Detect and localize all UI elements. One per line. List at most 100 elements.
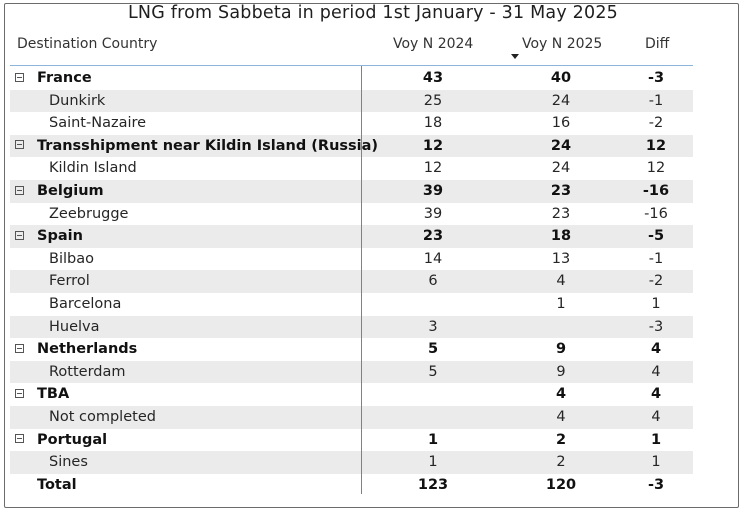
value-voy-2024: 3 — [428, 318, 438, 335]
collapse-icon[interactable] — [15, 185, 24, 195]
value-voy-2025: 4 — [555, 386, 567, 403]
value-voy-2025: 4 — [556, 273, 566, 290]
value-diff: -16 — [642, 183, 670, 199]
value-voy-2024: 12 — [423, 160, 443, 177]
row-label: Not completed — [49, 409, 156, 425]
value-diff: -3 — [647, 70, 665, 86]
value-diff: -3 — [648, 318, 664, 335]
value-voy-2025: 24 — [551, 160, 571, 177]
group-row[interactable]: Netherlands 5 9 4 — [10, 338, 693, 361]
value-diff: -2 — [648, 273, 664, 290]
detail-row[interactable]: Rotterdam 5 9 4 — [10, 360, 693, 384]
row-label: Belgium — [37, 183, 104, 199]
value-voy-2025: 24 — [550, 137, 572, 154]
value-diff: 4 — [651, 363, 661, 380]
group-row[interactable]: Transshipment near Kildin Island (Russia… — [10, 134, 693, 158]
detail-row[interactable]: Kildin Island 12 24 12 — [10, 157, 693, 180]
value-voy-2024: 43 — [422, 70, 444, 86]
value-voy-2024: 25 — [423, 92, 443, 109]
value-voy-2024: 1 — [428, 454, 438, 471]
value-voy-2025: 16 — [551, 115, 571, 132]
collapse-icon[interactable] — [15, 343, 24, 353]
group-row[interactable]: France 43 40 -3 — [10, 67, 693, 90]
row-label: Kildin Island — [49, 160, 137, 177]
value-voy-2024: 6 — [428, 273, 438, 290]
value-diff: -16 — [644, 205, 668, 222]
collapse-icon[interactable] — [15, 434, 24, 444]
detail-row[interactable]: Dunkirk 25 24 -1 — [10, 89, 693, 113]
value-diff: 1 — [650, 431, 662, 448]
value-diff: -3 — [647, 476, 665, 493]
header-destination-country[interactable]: Destination Country — [17, 36, 158, 52]
value-diff: -1 — [648, 250, 664, 267]
value-diff: 12 — [646, 160, 666, 177]
value-voy-2025: 23 — [551, 205, 571, 222]
detail-row[interactable]: Ferrol 6 4 -2 — [10, 270, 693, 293]
header-divider — [10, 65, 693, 66]
detail-row[interactable]: Barcelona 1 1 — [10, 293, 693, 316]
value-voy-2025: 9 — [555, 341, 567, 358]
row-label: Huelva — [49, 318, 100, 335]
group-row[interactable]: TBA 4 4 — [10, 383, 693, 406]
value-diff: -5 — [647, 228, 665, 245]
detail-row[interactable]: Saint-Nazaire 18 16 -2 — [10, 112, 693, 135]
value-voy-2024: 5 — [428, 363, 438, 380]
value-voy-2024: 14 — [423, 250, 443, 267]
row-label: Bilbao — [49, 250, 94, 267]
value-diff: -2 — [648, 115, 664, 132]
value-voy-2024: 39 — [423, 205, 443, 222]
value-voy-2025: 40 — [550, 70, 572, 86]
value-voy-2024: 18 — [423, 115, 443, 132]
value-diff: 12 — [645, 137, 667, 154]
detail-row[interactable]: Bilbao 14 13 -1 — [10, 248, 693, 271]
group-row[interactable]: Belgium 39 23 -16 — [10, 180, 693, 203]
value-voy-2025: 18 — [550, 228, 572, 245]
collapse-icon[interactable] — [15, 72, 24, 82]
value-diff: -1 — [648, 92, 664, 109]
collapse-icon[interactable] — [15, 230, 24, 240]
collapse-icon[interactable] — [15, 140, 24, 150]
row-label: Portugal — [37, 431, 108, 448]
header-diff[interactable]: Diff — [645, 36, 670, 52]
value-voy-2024: 23 — [422, 228, 444, 245]
value-voy-2025: 1 — [556, 296, 566, 312]
detail-row[interactable]: Sines 1 2 1 — [10, 451, 693, 474]
row-label: Rotterdam — [49, 363, 126, 380]
value-voy-2024: 5 — [427, 341, 439, 358]
row-label: Netherlands — [37, 341, 138, 358]
value-voy-2025: 2 — [556, 454, 566, 471]
group-row[interactable]: Portugal 1 2 1 — [10, 429, 693, 452]
value-voy-2024: 1 — [427, 431, 439, 448]
group-row[interactable]: Spain 23 18 -5 — [10, 225, 693, 248]
value-voy-2025: 24 — [551, 92, 571, 109]
value-voy-2024: 39 — [422, 183, 444, 199]
value-diff: 1 — [651, 296, 661, 312]
row-label: Spain — [37, 228, 83, 245]
header-voy-2025[interactable]: Voy N 2025 — [522, 36, 603, 52]
header-voy-2024[interactable]: Voy N 2024 — [393, 36, 474, 52]
row-label: TBA — [37, 386, 70, 403]
detail-row[interactable]: Huelva 3 -3 — [10, 315, 693, 339]
row-label: France — [37, 70, 92, 86]
sort-descending-icon[interactable] — [511, 54, 519, 59]
value-diff: 4 — [651, 409, 661, 425]
row-label: Dunkirk — [49, 92, 106, 109]
value-voy-2025: 9 — [556, 363, 566, 380]
value-voy-2024 — [388, 383, 478, 406]
row-label: Transshipment near Kildin Island (Russia… — [37, 137, 379, 154]
value-diff: 4 — [650, 386, 662, 403]
value-voy-2024 — [388, 406, 478, 429]
collapse-icon[interactable] — [15, 388, 24, 398]
row-label: Zeebrugge — [49, 205, 129, 222]
row-label: Saint-Nazaire — [49, 115, 147, 132]
detail-row[interactable]: Zeebrugge 39 23 -16 — [10, 203, 693, 226]
value-voy-2025 — [516, 316, 606, 339]
value-voy-2025: 2 — [555, 431, 567, 448]
total-row[interactable]: Total 123 120 -3 — [10, 474, 693, 497]
value-voy-2025: 4 — [556, 409, 566, 425]
value-voy-2025: 120 — [545, 476, 577, 493]
value-voy-2024 — [388, 293, 478, 316]
detail-row[interactable]: Not completed 4 4 — [10, 406, 693, 429]
value-diff: 1 — [651, 454, 661, 471]
value-voy-2025: 13 — [551, 250, 571, 267]
